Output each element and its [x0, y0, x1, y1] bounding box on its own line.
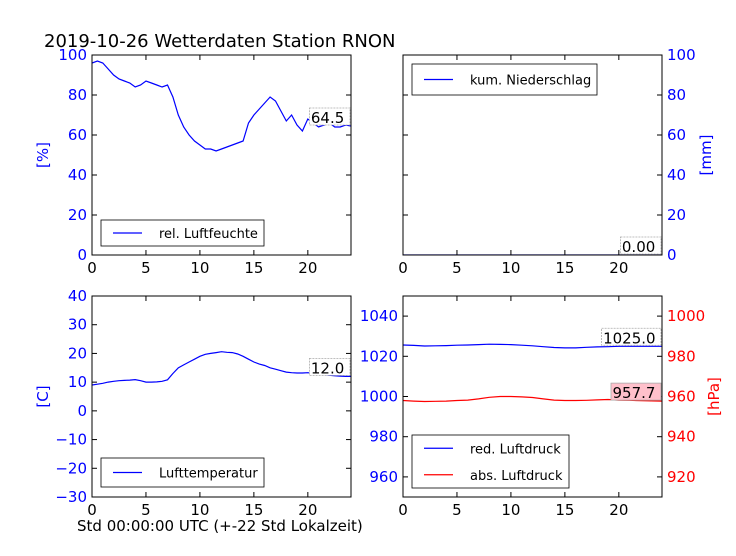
y-tick-label: 0 [77, 246, 87, 264]
y-axis-label: [%] [34, 142, 52, 168]
x-tick-label: 5 [452, 501, 462, 519]
legend-entry: Lufttemperatur [159, 467, 258, 482]
panel-precipitation: 0 5 10 15 20 0 20 40 60 80 100 [mm] 0.00 kum. Nieders… [398, 46, 715, 277]
y-tick-label: 60 [667, 126, 686, 144]
value-annotation: 0.00 [622, 238, 655, 256]
legend: kum. Niederschlag [411, 63, 598, 96]
x-tick-label: 15 [244, 259, 263, 277]
series-lines [92, 351, 351, 386]
y-tick-label: 100 [667, 46, 696, 64]
y-tick-label: 960 [369, 468, 398, 486]
value-box [601, 327, 662, 346]
y-tick-label: 0 [667, 246, 677, 264]
x-tick-label: 20 [609, 259, 628, 277]
x-tick-label: 15 [555, 259, 574, 277]
value-box [610, 382, 662, 401]
x-tick-label: 5 [141, 501, 151, 519]
x-tick-label: 20 [298, 501, 317, 519]
series-line-0 [92, 60, 351, 152]
plot-frame [91, 54, 352, 256]
y-tick-label: 1040 [360, 307, 398, 325]
y2-tick-label: 980 [667, 347, 696, 365]
x-tick-label: 15 [244, 501, 263, 519]
chart-title: 2019-10-26 Wetterdaten Station RNON [44, 31, 396, 52]
y2-tick-label: 960 [667, 388, 696, 406]
panel-temperature: 0 5 10 15 20 −30 −20 −10 0 10 20 30 40 [C] 12.0 Lufttem… [34, 287, 352, 519]
series-lines [92, 60, 351, 152]
legend-box [411, 434, 570, 489]
y-tick-label: 980 [369, 428, 398, 446]
x-tick-label: 20 [609, 501, 628, 519]
value-annotation: 1025.0 [603, 329, 656, 347]
legend: red. Luftdruck abs. Luftdruck [411, 434, 570, 489]
value-box [308, 357, 351, 376]
legend: rel. Luftfeuchte [100, 219, 265, 247]
value-box [308, 107, 351, 126]
series-line-0 [403, 343, 662, 349]
x-tick-label: 20 [298, 259, 317, 277]
x-tick-label: 15 [555, 501, 574, 519]
legend-entry: red. Luftdruck [470, 442, 561, 457]
y-tick-label: −30 [55, 488, 87, 506]
y-axis-label: [hPa] [705, 377, 723, 416]
value-annotation: 957.7 [613, 384, 656, 402]
y-tick-label: 80 [667, 86, 686, 104]
y-tick-label: −10 [55, 431, 87, 449]
y-tick-label: 20 [667, 206, 686, 224]
y-tick-label: 1000 [360, 388, 398, 406]
y-axis-label: [C] [34, 385, 52, 407]
y-tick-label: 20 [68, 344, 87, 362]
legend-box [100, 219, 265, 247]
y-tick-label: 40 [68, 287, 87, 305]
y-tick-label: 40 [667, 166, 686, 184]
series-line-0 [92, 351, 351, 386]
x-tick-label: 5 [452, 259, 462, 277]
x-tick-label: 0 [87, 259, 97, 277]
y-tick-label: 100 [58, 46, 87, 64]
y-tick-label: 1020 [360, 347, 398, 365]
x-tick-label: 5 [141, 259, 151, 277]
value-box [620, 236, 662, 255]
panel-pressure: 0 5 10 15 20 960 980 1000 1020 1040 920 940 960 980 10… [360, 295, 723, 519]
y-tick-label: 0 [77, 402, 87, 420]
x-tick-label: 10 [501, 259, 520, 277]
x-tick-label: 10 [190, 259, 209, 277]
value-annotation: 64.5 [311, 109, 344, 127]
x-tick-label: 10 [190, 501, 209, 519]
panel-humidity: 0 5 10 15 20 0 20 40 60 80 100 [%] 64.5 rel. Luftfeuc… [34, 46, 352, 277]
x-tick-label: 0 [398, 501, 408, 519]
x-tick-label: 0 [398, 259, 408, 277]
y2-tick-label: 940 [667, 428, 696, 446]
y-axis-label: [mm] [697, 135, 715, 176]
legend-entry: abs. Luftdruck [470, 469, 563, 484]
y2-tick-label: 1000 [667, 307, 705, 325]
value-annotation: 12.0 [311, 359, 344, 377]
legend: Lufttemperatur [100, 457, 265, 488]
x-tick-label: 0 [87, 501, 97, 519]
legend-entry: kum. Niederschlag [470, 74, 591, 89]
y2-tick-label: 920 [667, 468, 696, 486]
y-tick-label: 20 [68, 206, 87, 224]
plot-frame [402, 54, 663, 256]
y-tick-label: −20 [55, 459, 87, 477]
y-tick-label: 40 [68, 166, 87, 184]
legend-entry: rel. Luftfeuchte [159, 227, 258, 242]
x-tick-label: 10 [501, 501, 520, 519]
plot-frame [91, 295, 352, 498]
x-axis-label: Std 00:00:00 UTC (+-22 Std Lokalzeit) [77, 517, 363, 535]
y-tick-label: 30 [68, 316, 87, 334]
y-tick-label: 80 [68, 86, 87, 104]
y-tick-label: 10 [68, 373, 87, 391]
y-tick-label: 60 [68, 126, 87, 144]
